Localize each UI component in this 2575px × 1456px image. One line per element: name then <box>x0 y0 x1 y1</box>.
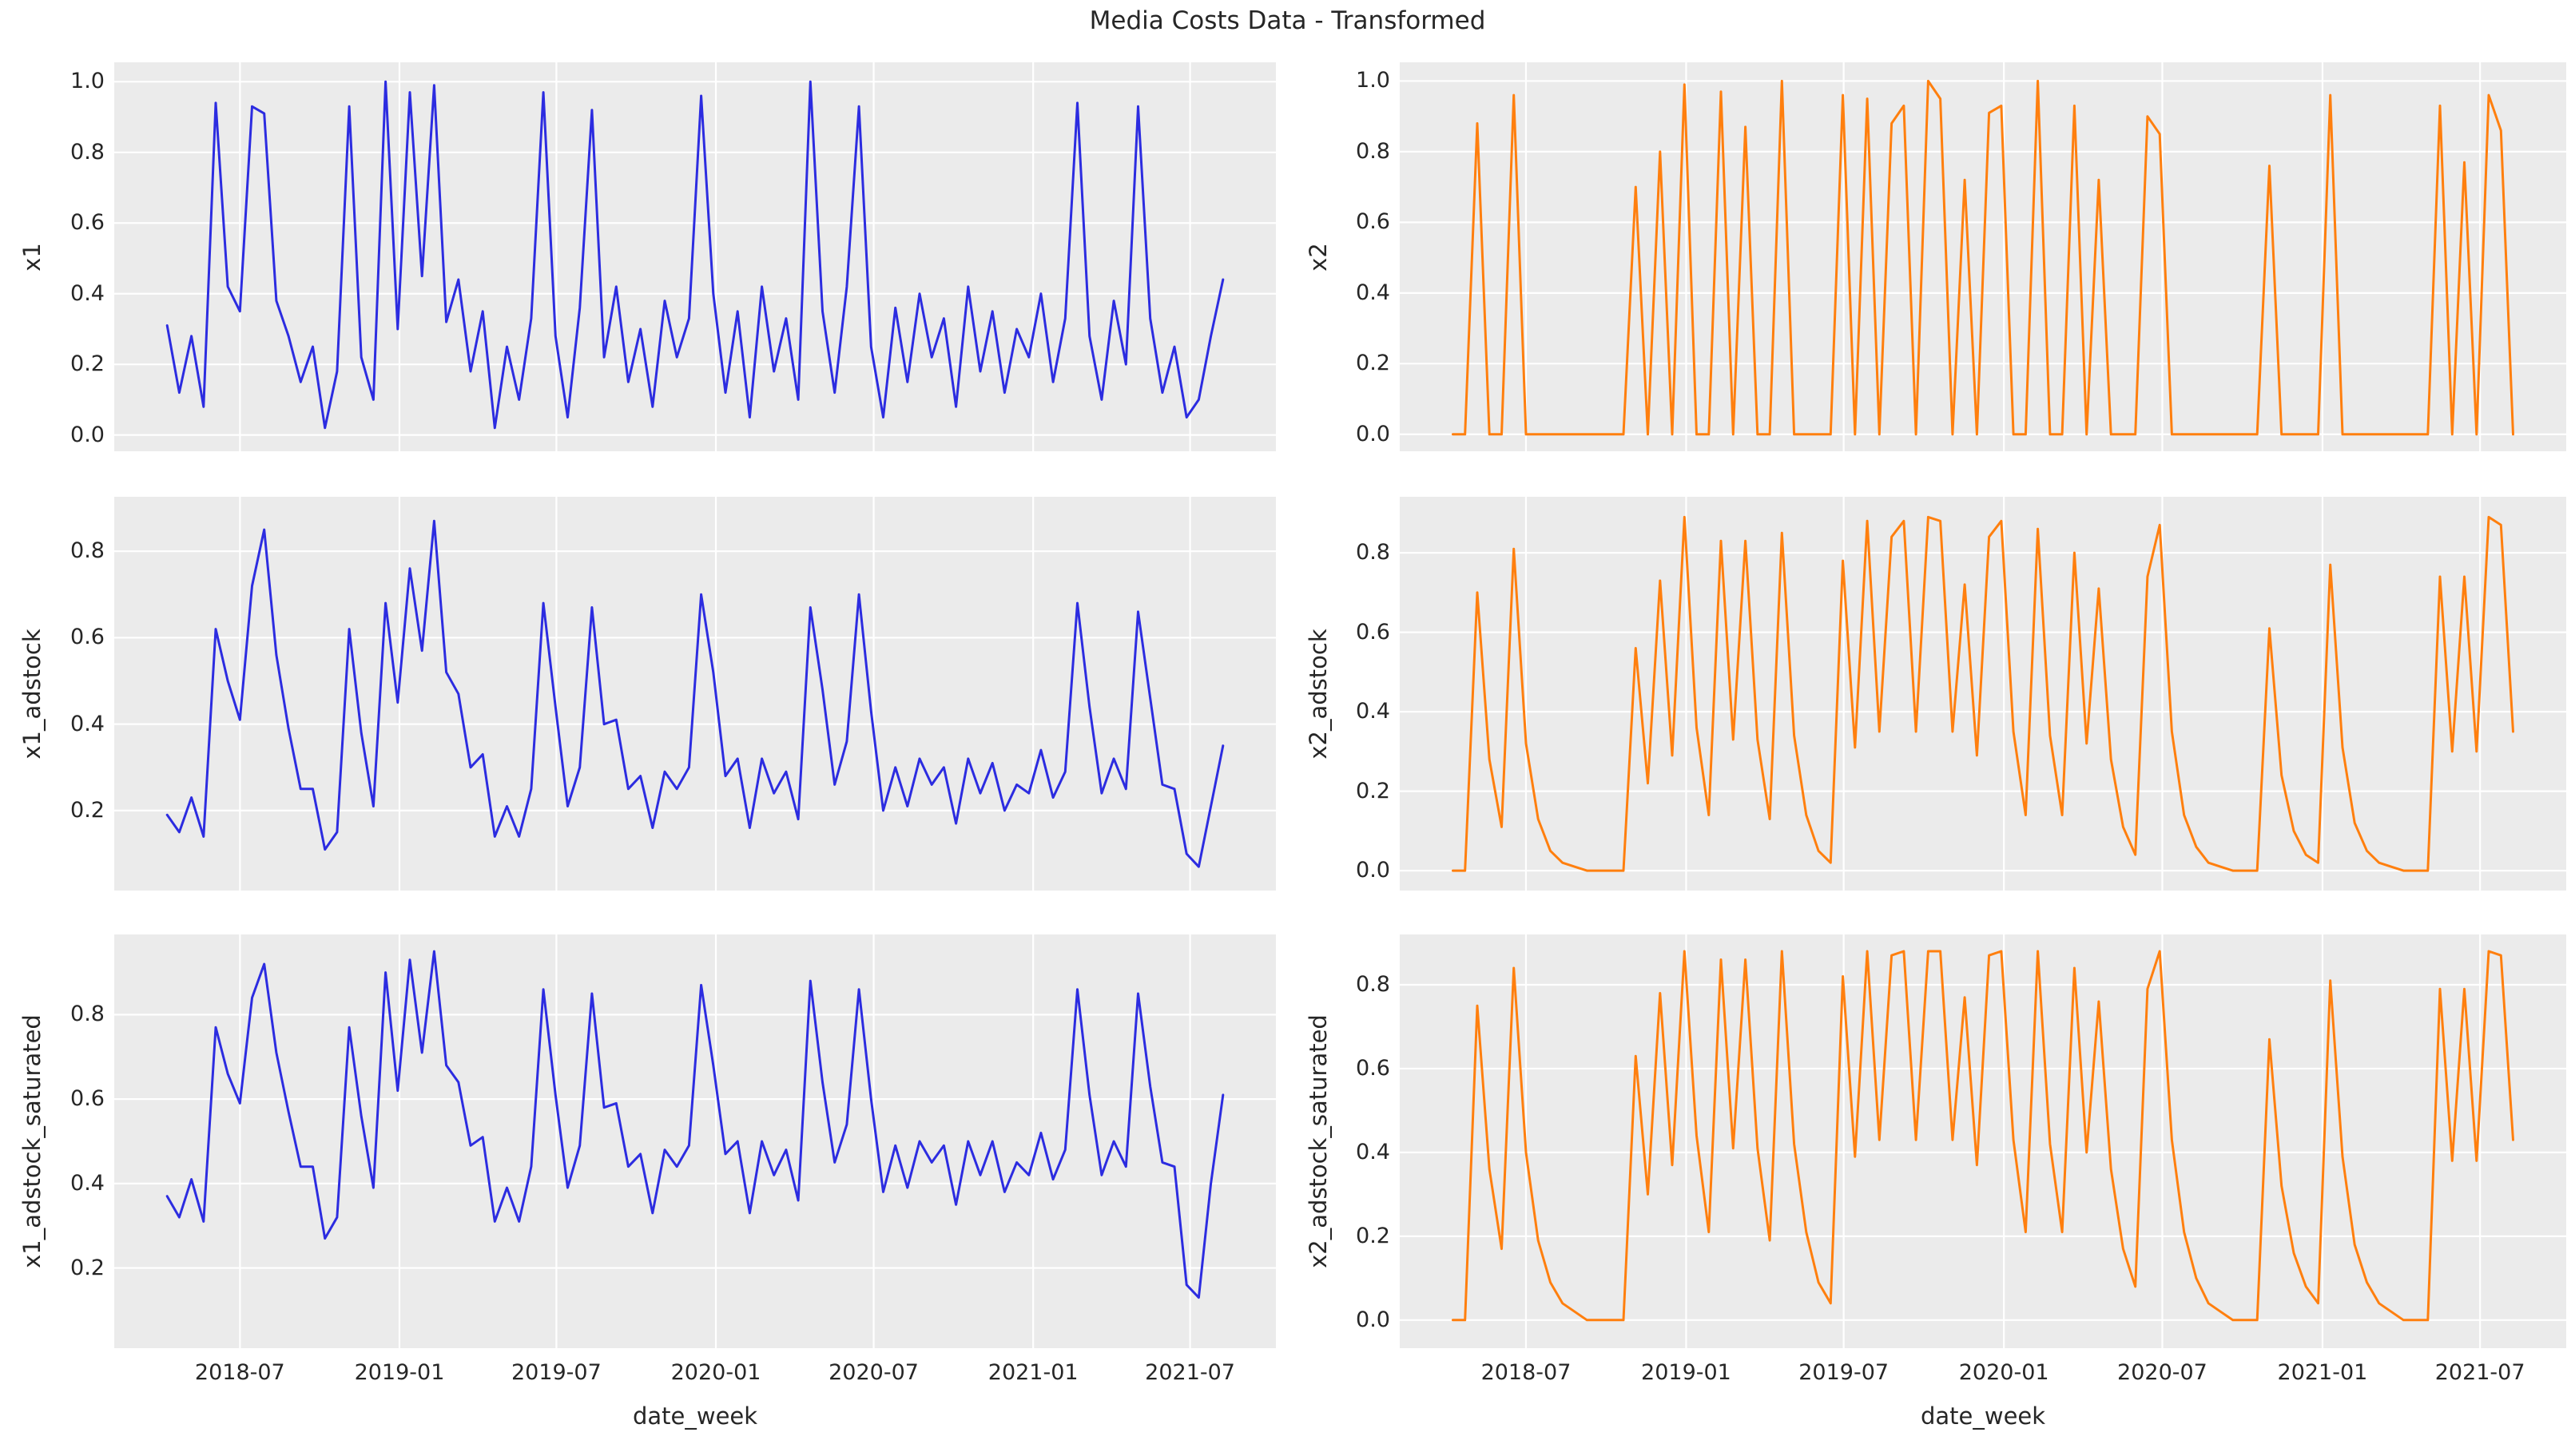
x2-line-chart <box>1400 62 2566 451</box>
y-tick-label: 0.4 <box>1356 1139 1390 1164</box>
x-tick-label: 2021-01 <box>2277 1360 2368 1385</box>
y-tick-label: 0.4 <box>70 711 105 736</box>
y-tick-label: 0.6 <box>1356 1055 1390 1081</box>
x-tick-label: 2018-07 <box>1480 1360 1572 1385</box>
x1_adstock-line-chart <box>114 497 1276 891</box>
x-tick-label: 2021-07 <box>2434 1360 2525 1385</box>
y-tick-label: 0.6 <box>70 1086 105 1112</box>
y-axis-label-x1: x1 <box>18 242 46 272</box>
y-axis-label-x2-adstock: x2_adstock <box>1305 628 1332 760</box>
y-tick-label: 0.6 <box>1356 619 1390 645</box>
x-tick-label: 2020-07 <box>829 1360 919 1385</box>
y-tick-label: 0.8 <box>70 1002 105 1027</box>
y-tick-label: 0.0 <box>1356 858 1390 883</box>
x-axis-label-right: date_week <box>1920 1402 2046 1430</box>
x1-series-line <box>165 80 1225 430</box>
plot-area-x2_adstock_saturated <box>1400 934 2566 1348</box>
y-tick-label: 0.6 <box>70 210 105 236</box>
x2-series-line <box>1452 79 2514 436</box>
y-tick-label: 0.8 <box>70 538 105 564</box>
y-tick-label: 0.4 <box>70 1170 105 1196</box>
x-tick-label: 2020-01 <box>1958 1360 2049 1385</box>
y-tick-label: 0.2 <box>70 1255 105 1280</box>
y-tick-label: 0.2 <box>1356 778 1390 803</box>
y-tick-label: 0.2 <box>1356 351 1390 376</box>
y-axis-label-x2: x2 <box>1305 242 1332 272</box>
y-tick-label: 0.0 <box>70 422 105 447</box>
y-tick-label: 0.2 <box>1356 1223 1390 1248</box>
y-tick-label: 0.4 <box>1356 280 1390 305</box>
plot-area-x1 <box>114 62 1276 451</box>
plot-area-x1_adstock <box>114 497 1276 891</box>
y-tick-label: 0.8 <box>70 139 105 165</box>
y-tick-label: 0.6 <box>70 625 105 650</box>
y-tick-label: 0.0 <box>1356 1307 1390 1332</box>
x-tick-label: 2019-01 <box>1641 1360 1731 1385</box>
x2_adstock-series-line <box>1452 515 2514 872</box>
x-tick-label: 2018-07 <box>194 1360 285 1385</box>
x1_adstock_saturated-series-line <box>165 950 1225 1299</box>
x2_adstock-line-chart <box>1400 497 2566 891</box>
x-tick-label: 2019-01 <box>354 1360 445 1385</box>
y-tick-label: 0.2 <box>70 797 105 823</box>
x-tick-label: 2020-01 <box>670 1360 761 1385</box>
y-tick-label: 0.8 <box>1356 971 1390 997</box>
plot-area-x2_adstock <box>1400 497 2566 891</box>
y-tick-label: 0.4 <box>70 280 105 306</box>
x1_adstock_saturated-line-chart <box>114 934 1276 1348</box>
chart-title: Media Costs Data - Transformed <box>1089 6 1486 35</box>
plot-area-x2 <box>1400 62 2566 451</box>
x2_adstock_saturated-series-line <box>1452 950 2514 1322</box>
x2_adstock_saturated-line-chart <box>1400 934 2566 1348</box>
x-tick-label: 2021-01 <box>987 1360 1079 1385</box>
plot-area-x1_adstock_saturated <box>114 934 1276 1348</box>
y-axis-label-x1-adstock-saturated: x1_adstock_saturated <box>18 1014 46 1268</box>
x-tick-label: 2020-07 <box>2117 1360 2207 1385</box>
x-tick-label: 2021-07 <box>1145 1360 1235 1385</box>
y-tick-label: 0.8 <box>1356 540 1390 565</box>
y-tick-label: 1.0 <box>70 69 105 94</box>
y-tick-label: 0.2 <box>70 351 105 377</box>
x1_adstock-series-line <box>165 519 1225 868</box>
x-axis-label-left: date_week <box>632 1402 758 1430</box>
y-tick-label: 0.8 <box>1356 138 1390 164</box>
y-tick-label: 1.0 <box>1356 68 1390 93</box>
x1-line-chart <box>114 62 1276 451</box>
y-tick-label: 0.0 <box>1356 421 1390 446</box>
x-tick-label: 2019-07 <box>511 1360 602 1385</box>
y-tick-label: 0.4 <box>1356 699 1390 724</box>
y-tick-label: 0.6 <box>1356 209 1390 235</box>
x-tick-label: 2019-07 <box>1798 1360 1890 1385</box>
